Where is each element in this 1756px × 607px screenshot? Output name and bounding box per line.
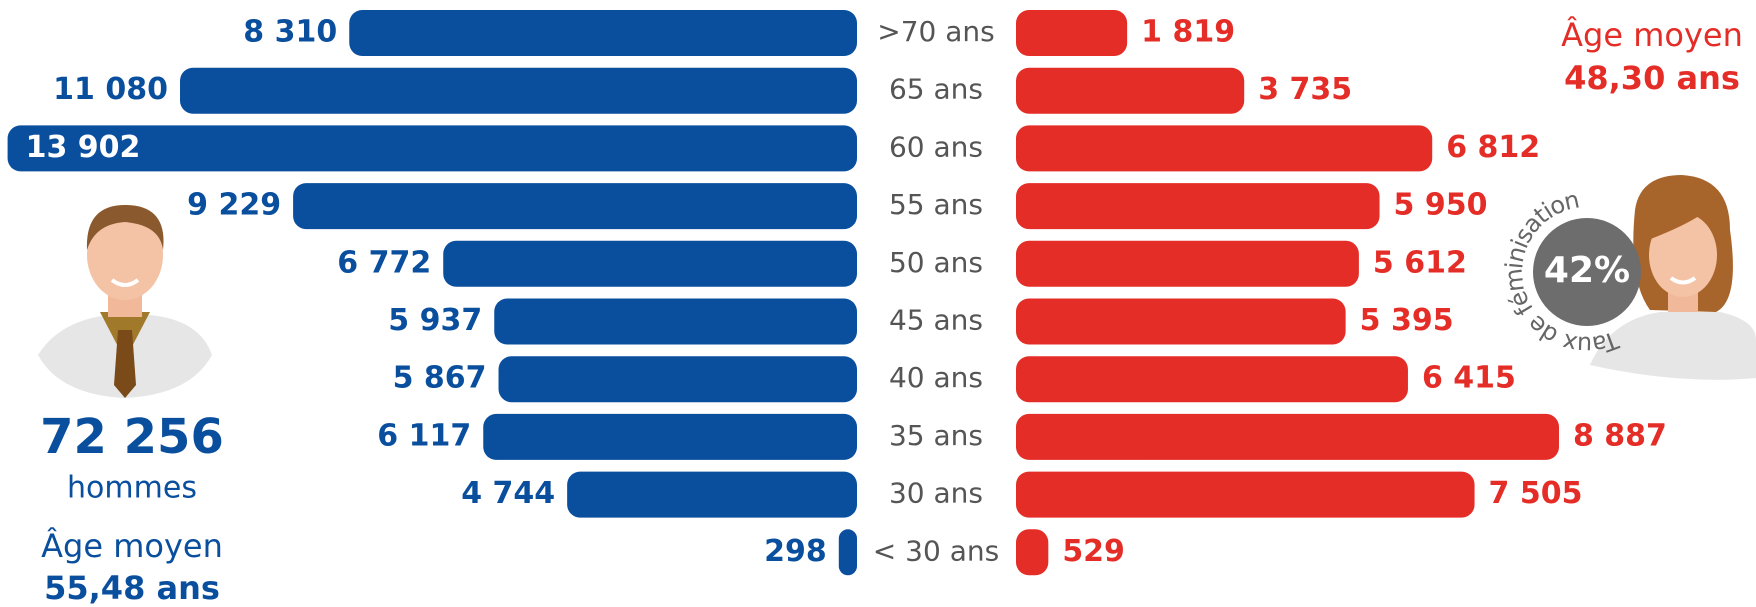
value-label: 13 902 (26, 130, 141, 165)
value-label: 8 310 (243, 15, 337, 50)
value-label: 529 (1062, 534, 1125, 569)
bar (1016, 472, 1475, 518)
bar (293, 183, 857, 229)
value-label: 5 612 (1373, 245, 1467, 280)
value-label: 6 772 (337, 245, 431, 280)
bar (499, 356, 857, 402)
value-label: 298 (764, 534, 827, 569)
value-label: 4 744 (461, 476, 555, 511)
bar (1016, 356, 1408, 402)
category-label: 65 ans (889, 73, 983, 106)
chart: 42% Taux de féminisation 72 256 hommes Â… (0, 0, 1756, 607)
bar (1016, 241, 1359, 287)
bar (1016, 529, 1048, 575)
category-label: >70 ans (877, 15, 994, 48)
category-label: 55 ans (889, 188, 983, 221)
value-label: 5 395 (1360, 303, 1454, 338)
value-label: 7 505 (1489, 476, 1583, 511)
category-label: 60 ans (889, 130, 983, 163)
category-label: 35 ans (889, 419, 983, 452)
man-icon (38, 205, 212, 398)
value-label: 6 812 (1446, 130, 1540, 165)
bar (349, 10, 857, 56)
feminisation-rate: 42% (1544, 250, 1630, 291)
value-label: 11 080 (53, 72, 168, 107)
value-label: 6 117 (377, 418, 471, 453)
bar (180, 68, 857, 114)
value-label: 5 950 (1394, 188, 1488, 223)
category-label: 50 ans (889, 246, 983, 279)
value-label: 9 229 (187, 188, 281, 223)
bar (1016, 10, 1127, 56)
bar (1016, 299, 1346, 345)
category-label: 30 ans (889, 477, 983, 510)
men-total: 72 256 (40, 409, 224, 465)
value-label: 6 415 (1422, 361, 1516, 396)
bar (1016, 183, 1380, 229)
bar (1016, 125, 1432, 171)
value-label: 8 887 (1573, 418, 1667, 453)
bar (1016, 414, 1559, 460)
bar (839, 529, 857, 575)
category-label: 45 ans (889, 304, 983, 337)
bar (1016, 68, 1244, 114)
men-age-title: Âge moyen (41, 527, 223, 565)
bar (443, 241, 857, 287)
bar (567, 472, 857, 518)
men-age: 55,48 ans (44, 569, 220, 607)
value-label: 3 735 (1258, 72, 1352, 107)
bar (494, 299, 857, 345)
category-label: < 30 ans (873, 534, 999, 567)
value-label: 5 937 (388, 303, 482, 338)
value-label: 5 867 (393, 361, 487, 396)
women-age: 48,30 ans (1564, 59, 1740, 97)
category-label: 40 ans (889, 361, 983, 394)
men-label: hommes (67, 471, 197, 506)
value-label: 1 819 (1141, 15, 1235, 50)
bar (483, 414, 857, 460)
women-age-title: Âge moyen (1561, 16, 1743, 54)
